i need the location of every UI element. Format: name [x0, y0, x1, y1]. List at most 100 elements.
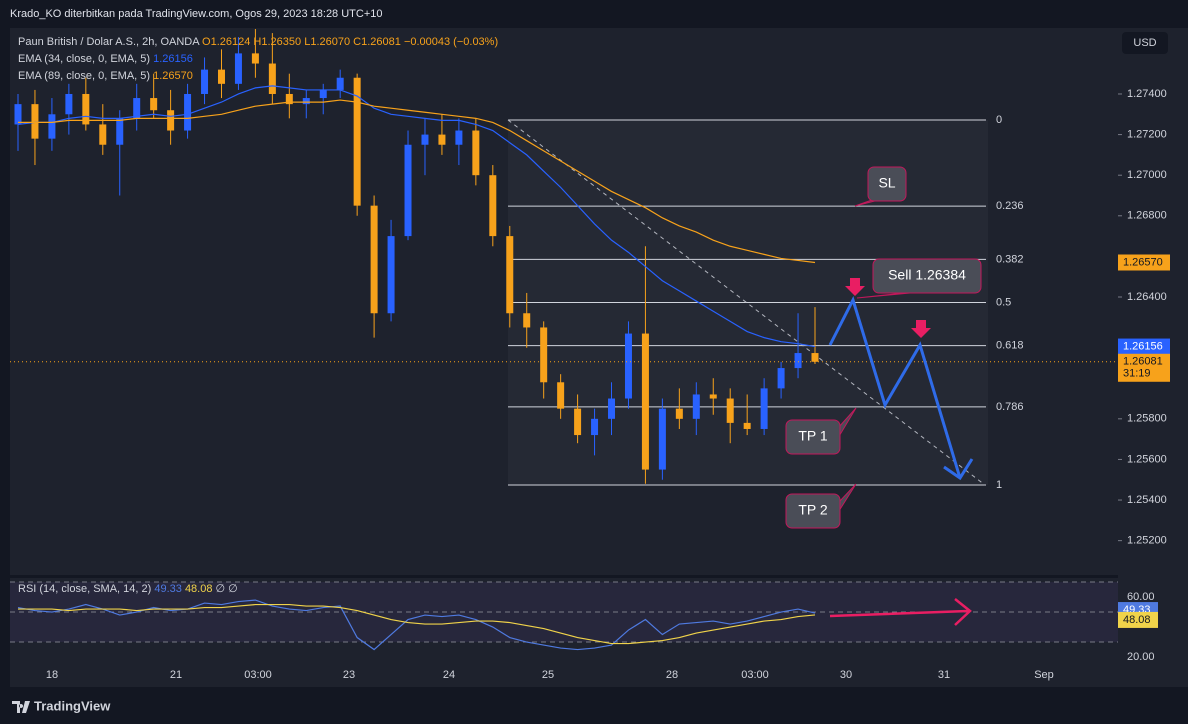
author: Krado_KO diterbitkan pada TradingView.co… — [10, 8, 383, 20]
candle-body — [760, 388, 768, 429]
price-label: 1.26081 — [1123, 356, 1163, 368]
candle-body — [82, 93, 90, 125]
fib-label: 0.382 — [996, 253, 1024, 265]
legend: Paun British / Dolar A.S., 2h, OANDA O1.… — [18, 36, 498, 48]
price-label: 1.26570 — [1123, 256, 1163, 268]
candle-body — [777, 368, 785, 389]
candle-body — [99, 124, 107, 145]
sell-arrow — [911, 320, 931, 338]
y-tick-label: 1.27400 — [1127, 88, 1167, 100]
candle-body — [811, 353, 819, 362]
rsi-tick-label: 60.00 — [1127, 591, 1155, 603]
candle-body — [641, 333, 649, 470]
y-tick-label: 1.25800 — [1127, 413, 1167, 425]
ema-line — [18, 99, 816, 264]
x-tick-label: 31 — [938, 669, 950, 681]
brand-logo — [12, 701, 30, 713]
callout-label: TP 2 — [798, 502, 828, 518]
x-tick-label: 30 — [840, 669, 852, 681]
candle-body — [692, 394, 700, 419]
sell-arrow — [845, 278, 865, 296]
legend: EMA (34, close, 0, EMA, 5) 1.26156 — [18, 53, 193, 65]
candle-body — [624, 333, 632, 399]
candle-body — [404, 144, 412, 237]
candle-body — [455, 130, 463, 145]
x-tick-label: 28 — [666, 669, 678, 681]
callout-label: TP 1 — [798, 428, 828, 444]
callout — [785, 419, 841, 455]
x-tick-label: 03:00 — [244, 669, 272, 681]
candle-body — [167, 110, 175, 131]
candle-body — [421, 134, 429, 145]
candle-body — [523, 313, 531, 328]
rsi-value-bg — [1118, 611, 1158, 628]
fib-label: 0.618 — [996, 339, 1024, 351]
plot: 1.27400 1.27200 1.27000 1.26800 1.26400 1.258… — [10, 29, 1170, 681]
legend-item: 49.33 — [154, 583, 182, 595]
y-tick-label: 1.25400 — [1127, 494, 1167, 506]
legend-item: ∅ ∅ — [216, 583, 238, 595]
candle-body — [353, 77, 361, 206]
legend-item: 48.08 — [185, 583, 213, 595]
rsi-arrow — [829, 598, 972, 626]
candle-body — [65, 93, 73, 115]
candle-body — [48, 114, 56, 139]
candle-body — [217, 69, 225, 84]
price-label-bg — [1118, 254, 1170, 271]
candle-body — [31, 104, 39, 139]
candle-body — [133, 98, 141, 119]
candle-body — [285, 93, 293, 105]
fib-label: 0.5 — [996, 296, 1011, 308]
candle-body — [658, 408, 666, 470]
candle-body — [387, 236, 395, 314]
legend-item: 1.26156 — [153, 53, 193, 65]
candle-body — [574, 408, 582, 436]
candle-body — [319, 89, 327, 99]
x-tick-label: 21 — [170, 669, 182, 681]
callout — [785, 493, 841, 529]
candle-body — [726, 398, 734, 423]
y-tick-label: 1.25600 — [1127, 453, 1167, 465]
ema-line — [17, 85, 816, 348]
currency-button[interactable] — [1122, 32, 1168, 54]
legend: EMA (89, close, 0, EMA, 5) 1.26570 — [18, 70, 193, 82]
legend-item: EMA (89, close, 0, EMA, 5) — [18, 70, 150, 82]
x-tick-label: 23 — [343, 669, 355, 681]
candle-body — [709, 394, 717, 399]
y-tick-label: 1.27000 — [1127, 169, 1167, 181]
candle-body — [540, 327, 548, 383]
rsi-line — [17, 599, 816, 651]
fib-label: 0.786 — [996, 401, 1024, 413]
legend-item: L1.26070 — [304, 36, 350, 48]
rsi-tick-label: 20.00 — [1127, 651, 1155, 663]
legend: RSI (14, close, SMA, 14, 2) 49.33 48.08 … — [18, 583, 238, 595]
price-label-bg — [1118, 353, 1170, 382]
price-label-bg — [1118, 338, 1170, 355]
legend-item: RSI (14, close, SMA, 14, 2) — [18, 583, 151, 595]
callout-label: Sell 1.26384 — [888, 267, 966, 283]
candle-body — [150, 98, 158, 111]
candle-body — [370, 205, 378, 314]
x-tick-label: 25 — [542, 669, 554, 681]
callout — [867, 166, 907, 202]
fib-label: 0 — [996, 114, 1002, 126]
countdown: 31:19 — [1123, 368, 1151, 380]
time-axis — [10, 663, 1188, 687]
currency[interactable]: USD — [1133, 37, 1156, 49]
brand: TradingView — [34, 698, 111, 713]
callout — [872, 258, 982, 294]
candle-body — [472, 130, 480, 176]
fib-label: 1 — [996, 479, 1002, 491]
candle-body — [608, 398, 616, 419]
candle-body — [794, 353, 802, 369]
candle-body — [201, 69, 209, 94]
legend-item: O1.26124 — [202, 36, 250, 48]
rsi-line — [18, 603, 816, 645]
y-tick-label: 1.27200 — [1127, 128, 1167, 140]
candle-body — [268, 63, 276, 94]
candle-body — [743, 422, 751, 429]
candle-body — [591, 418, 599, 436]
legend-item: Paun British / Dolar A.S., 2h, OANDA — [18, 36, 200, 48]
candle-body — [116, 118, 124, 145]
